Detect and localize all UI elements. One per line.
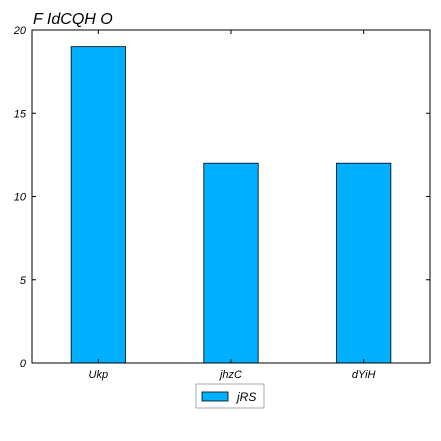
y-tick-label: 5: [20, 275, 27, 287]
bars-group: [70, 46, 392, 364]
bar-jhzC: [203, 162, 259, 364]
plot-frame: [31, 29, 431, 364]
y-tick-label: 20: [13, 25, 27, 37]
legend: jRS: [195, 383, 265, 409]
legend-label: jRS: [235, 390, 256, 404]
x-tick-label: Ukp: [89, 369, 109, 381]
bar-Ukp: [70, 46, 126, 364]
legend-swatch: [201, 391, 229, 402]
y-tick-label: 0: [20, 358, 27, 370]
x-tick-label: dYiH: [352, 369, 376, 381]
y-tick-label: 10: [14, 192, 27, 204]
bar-dYiH: [336, 162, 392, 364]
y-tick-label: 15: [14, 108, 27, 120]
x-tick-label: jhzC: [218, 369, 242, 381]
x-axis: Ukp jhzC dYiH: [89, 30, 376, 381]
chart-title: F IdCQH O: [33, 11, 113, 28]
